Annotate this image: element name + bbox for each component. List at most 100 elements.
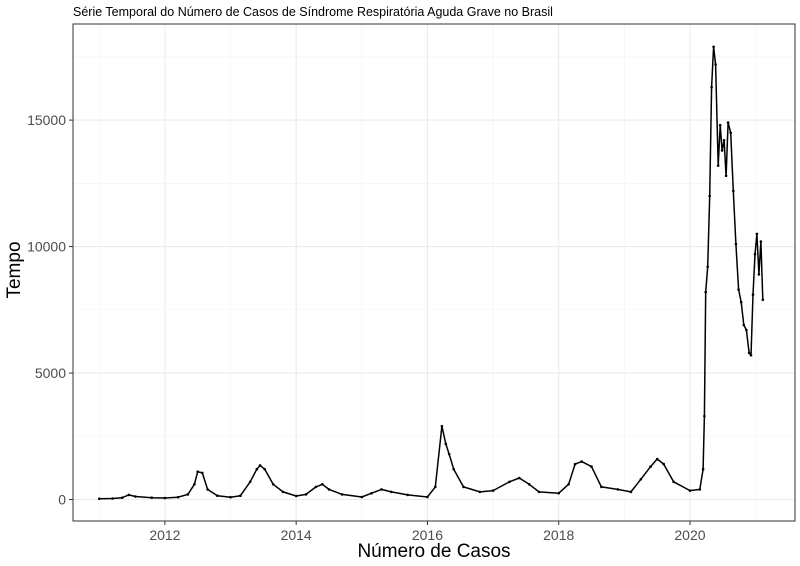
- data-point: [258, 464, 262, 467]
- data-point: [557, 491, 560, 495]
- data-series: [98, 45, 765, 501]
- data-point: [327, 488, 331, 491]
- data-point: [703, 414, 706, 418]
- y-tick-label: 10000: [27, 239, 66, 255]
- chart-title: Série Temporal do Número de Casos de Sín…: [73, 5, 553, 19]
- data-point: [745, 328, 748, 332]
- data-point: [732, 189, 735, 193]
- data-point: [753, 252, 757, 256]
- data-point: [452, 467, 456, 471]
- data-point: [196, 470, 199, 474]
- data-point: [150, 496, 154, 500]
- data-point: [263, 467, 267, 471]
- data-point: [447, 452, 451, 456]
- data-point: [478, 490, 482, 494]
- data-point: [716, 164, 720, 167]
- data-point: [434, 485, 437, 489]
- data-point: [708, 194, 711, 198]
- data-point: [729, 131, 732, 135]
- x-axis: 2012 2014 2016 2018 2020: [149, 521, 706, 543]
- data-point: [239, 494, 242, 498]
- data-point: [662, 462, 665, 466]
- data-point: [724, 174, 728, 178]
- data-point: [720, 149, 724, 152]
- x-axis-title: Número de Casos: [357, 541, 510, 562]
- data-point: [176, 495, 180, 499]
- x-tick-label: 2014: [281, 527, 312, 543]
- data-point: [527, 483, 531, 486]
- grid-major: [73, 24, 795, 521]
- data-point: [649, 465, 652, 468]
- data-point: [688, 489, 692, 492]
- data-point: [573, 462, 577, 466]
- data-point: [248, 480, 252, 484]
- data-point: [120, 496, 124, 500]
- plot-panel: [72, 23, 796, 522]
- data-point: [370, 491, 373, 495]
- data-point: [426, 495, 429, 499]
- data-point: [255, 467, 259, 471]
- data-point: [722, 139, 726, 142]
- data-point: [706, 265, 709, 269]
- data-point: [201, 471, 204, 475]
- data-point: [755, 232, 759, 236]
- data-point: [742, 323, 746, 327]
- x-tick-label: 2016: [412, 527, 443, 543]
- data-point: [518, 476, 521, 480]
- data-point: [314, 485, 318, 489]
- data-point: [698, 488, 702, 491]
- y-axis-title: Tempo: [4, 241, 25, 298]
- data-point: [734, 242, 738, 246]
- data-point: [440, 424, 444, 428]
- data-point: [229, 495, 232, 499]
- y-tick-label: 15000: [27, 112, 66, 128]
- data-point: [739, 300, 743, 304]
- data-point: [726, 121, 730, 124]
- data-point: [271, 483, 275, 486]
- data-point: [567, 483, 570, 486]
- data-point: [672, 480, 675, 484]
- data-point: [390, 490, 393, 494]
- y-tick-label: 5000: [35, 365, 66, 381]
- data-point: [111, 497, 114, 500]
- data-point: [491, 489, 495, 492]
- x-tick-label: 2018: [543, 527, 574, 543]
- data-point: [704, 290, 707, 294]
- data-point: [163, 496, 167, 500]
- data-point: [761, 298, 765, 302]
- data-point: [710, 85, 713, 89]
- data-point: [655, 457, 659, 461]
- y-axis: 0 5000 10000 15000: [27, 112, 73, 508]
- data-point: [639, 478, 643, 481]
- y-tick-label: 0: [58, 492, 66, 508]
- data-point: [714, 63, 717, 66]
- data-point: [193, 483, 196, 486]
- data-point: [749, 354, 753, 357]
- data-point: [718, 123, 722, 127]
- data-point: [462, 485, 465, 489]
- data-point: [186, 493, 190, 496]
- data-point: [294, 494, 298, 498]
- data-point: [127, 493, 131, 497]
- data-point: [508, 480, 511, 484]
- x-tick-label: 2020: [674, 527, 705, 543]
- data-point: [206, 488, 209, 491]
- data-point: [98, 497, 101, 501]
- data-point: [747, 351, 751, 355]
- data-point: [444, 442, 448, 446]
- data-point: [340, 493, 344, 496]
- data-point: [757, 273, 761, 276]
- data-point: [701, 467, 705, 471]
- data-point: [629, 490, 633, 494]
- grid-minor: [73, 24, 795, 521]
- data-point: [712, 45, 715, 49]
- data-point: [304, 493, 308, 496]
- data-point: [216, 494, 219, 498]
- data-point: [380, 488, 383, 491]
- data-point: [537, 490, 541, 494]
- data-point: [759, 240, 763, 243]
- series-line: [99, 46, 764, 500]
- data-point: [590, 465, 593, 468]
- data-point: [360, 495, 364, 499]
